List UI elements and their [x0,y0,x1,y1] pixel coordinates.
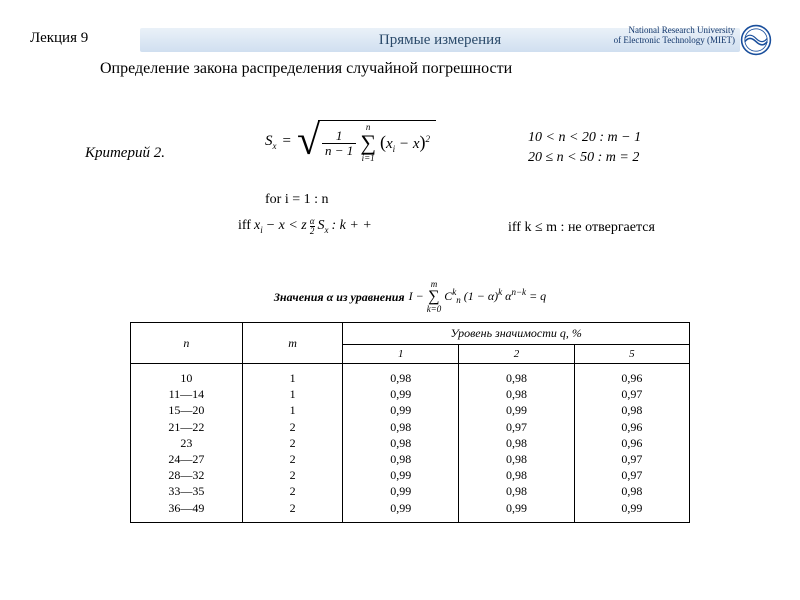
university-name: National Research University of Electron… [614,26,735,46]
cond-line-2: 20 ≤ n < 50 : m = 2 [528,148,641,168]
miet-logo-icon [740,24,772,56]
eq-sign: = [283,133,291,150]
iff-condition-2: iff k ≤ m : не отвергается [508,220,655,236]
m-column: 111222222 [242,364,343,523]
sx-lhs: S [265,133,273,149]
q1-column: 0,980,990,990,980,980,980,990,990,99 [343,364,459,523]
q2-column: 0,980,980,990,970,980,980,980,980,99 [459,364,575,523]
alpha-over-2: α 2 [310,217,315,236]
sqrt-icon: √ 1 n − 1 n ∑ i=1 (xi − x)2 [297,120,436,163]
n-column: 1011—1415—2021—222324—2728—3233—3536—49 [131,364,243,523]
frac-1-over-n-1: 1 n − 1 [322,129,356,157]
uni-line-2: of Electronic Technology (MIET) [614,36,735,46]
q5-column: 0,960,970,980,960,960,970,970,980,99 [574,364,689,523]
iff-condition-1: iff xi − x < z α 2 Sx : k + + [238,216,372,236]
q-col-1: 1 [343,345,459,364]
formula-sx: Sx = √ 1 n − 1 n ∑ i=1 (xi − x)2 [265,120,436,163]
subtitle: Определение закона распределения случайн… [100,60,740,78]
q-col-2: 2 [459,345,575,364]
alpha-table: Значения α из уравнения I − m ∑ k=0 Ckn … [130,280,690,523]
lecture-number: Лекция 9 [30,30,88,47]
col-header-q: Уровень значимости q, % [343,323,690,345]
data-table: n m Уровень значимости q, % 1 2 5 1011—1… [130,322,690,523]
sx-sub: x [273,141,277,151]
col-header-m: m [242,323,343,364]
for-loop-line: for i = 1 : n [265,192,329,208]
q-col-5: 5 [574,345,689,364]
criterion-label: Критерий 2. [85,145,165,162]
page-title: Прямые измерения [379,32,501,49]
col-header-n: n [131,323,243,364]
cond-line-1: 10 < n < 20 : m − 1 [528,128,641,148]
n-conditions: 10 < n < 20 : m − 1 20 ≤ n < 50 : m = 2 [528,128,641,167]
sigma-icon: n ∑ i=1 [360,123,376,163]
table-caption: Значения α из уравнения I − m ∑ k=0 Ckn … [130,280,690,314]
